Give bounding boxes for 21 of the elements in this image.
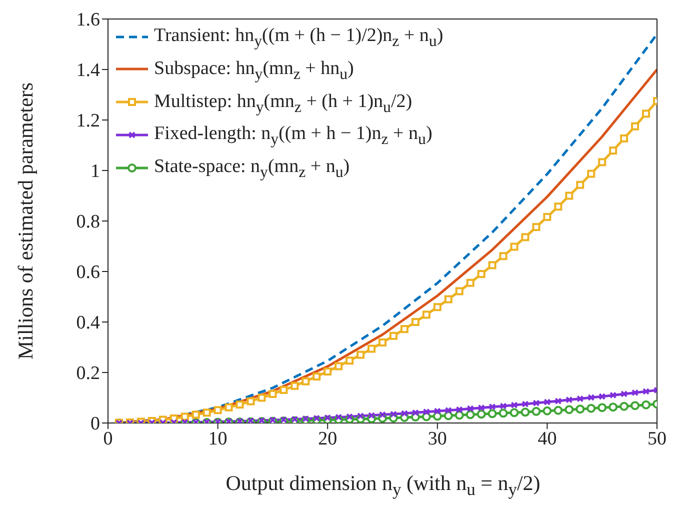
y-tick-label: 1.2 [76,110,100,132]
y-tick-label: 0.6 [76,262,100,284]
y-tick-label: 0.4 [76,312,100,334]
x-tick-label: 20 [318,428,338,450]
legend-label: Fixed-length: n$_{y}$((m + h − 1)n$_{z}$ + n$_{u}$) [154,123,432,148]
y-tick-label: 0 [90,414,100,435]
x-tick-label: 50 [648,428,666,450]
x-tick-label: 30 [428,428,447,450]
y-tick-label: 1.6 [76,10,100,31]
x-axis-title: Output dimension n$_{y}$ (with n$_{u}$ = n$_{y}$/2) [224,470,542,500]
y-tick-label: 0.8 [76,212,100,233]
y-tick-label: 0.2 [76,363,100,384]
legend-label: Transient: hn$_{y}$((m + (h − 1)/2)n$_{z}$ + n$_{u}$) [154,25,444,50]
legend-label: State-space: n$_{y}$(mn$_{z}$ + n$_{u}$) [154,156,350,181]
legend-label: Multistep: hn$_{y}$(mn$_{z}$ + (h + 1)n$_{u}$/2) [154,90,412,116]
y-tick-label: 1.4 [76,60,100,82]
y-tick-label: 1 [90,161,100,182]
legend-label: Subspace: hn$_{y}$(mn$_{z}$ + hn$_{u}$) [154,58,354,83]
x-tick-label: 10 [208,428,228,450]
x-tick-label: 40 [538,428,557,450]
y-axis-title: Millions of estimated parameters [14,82,38,360]
